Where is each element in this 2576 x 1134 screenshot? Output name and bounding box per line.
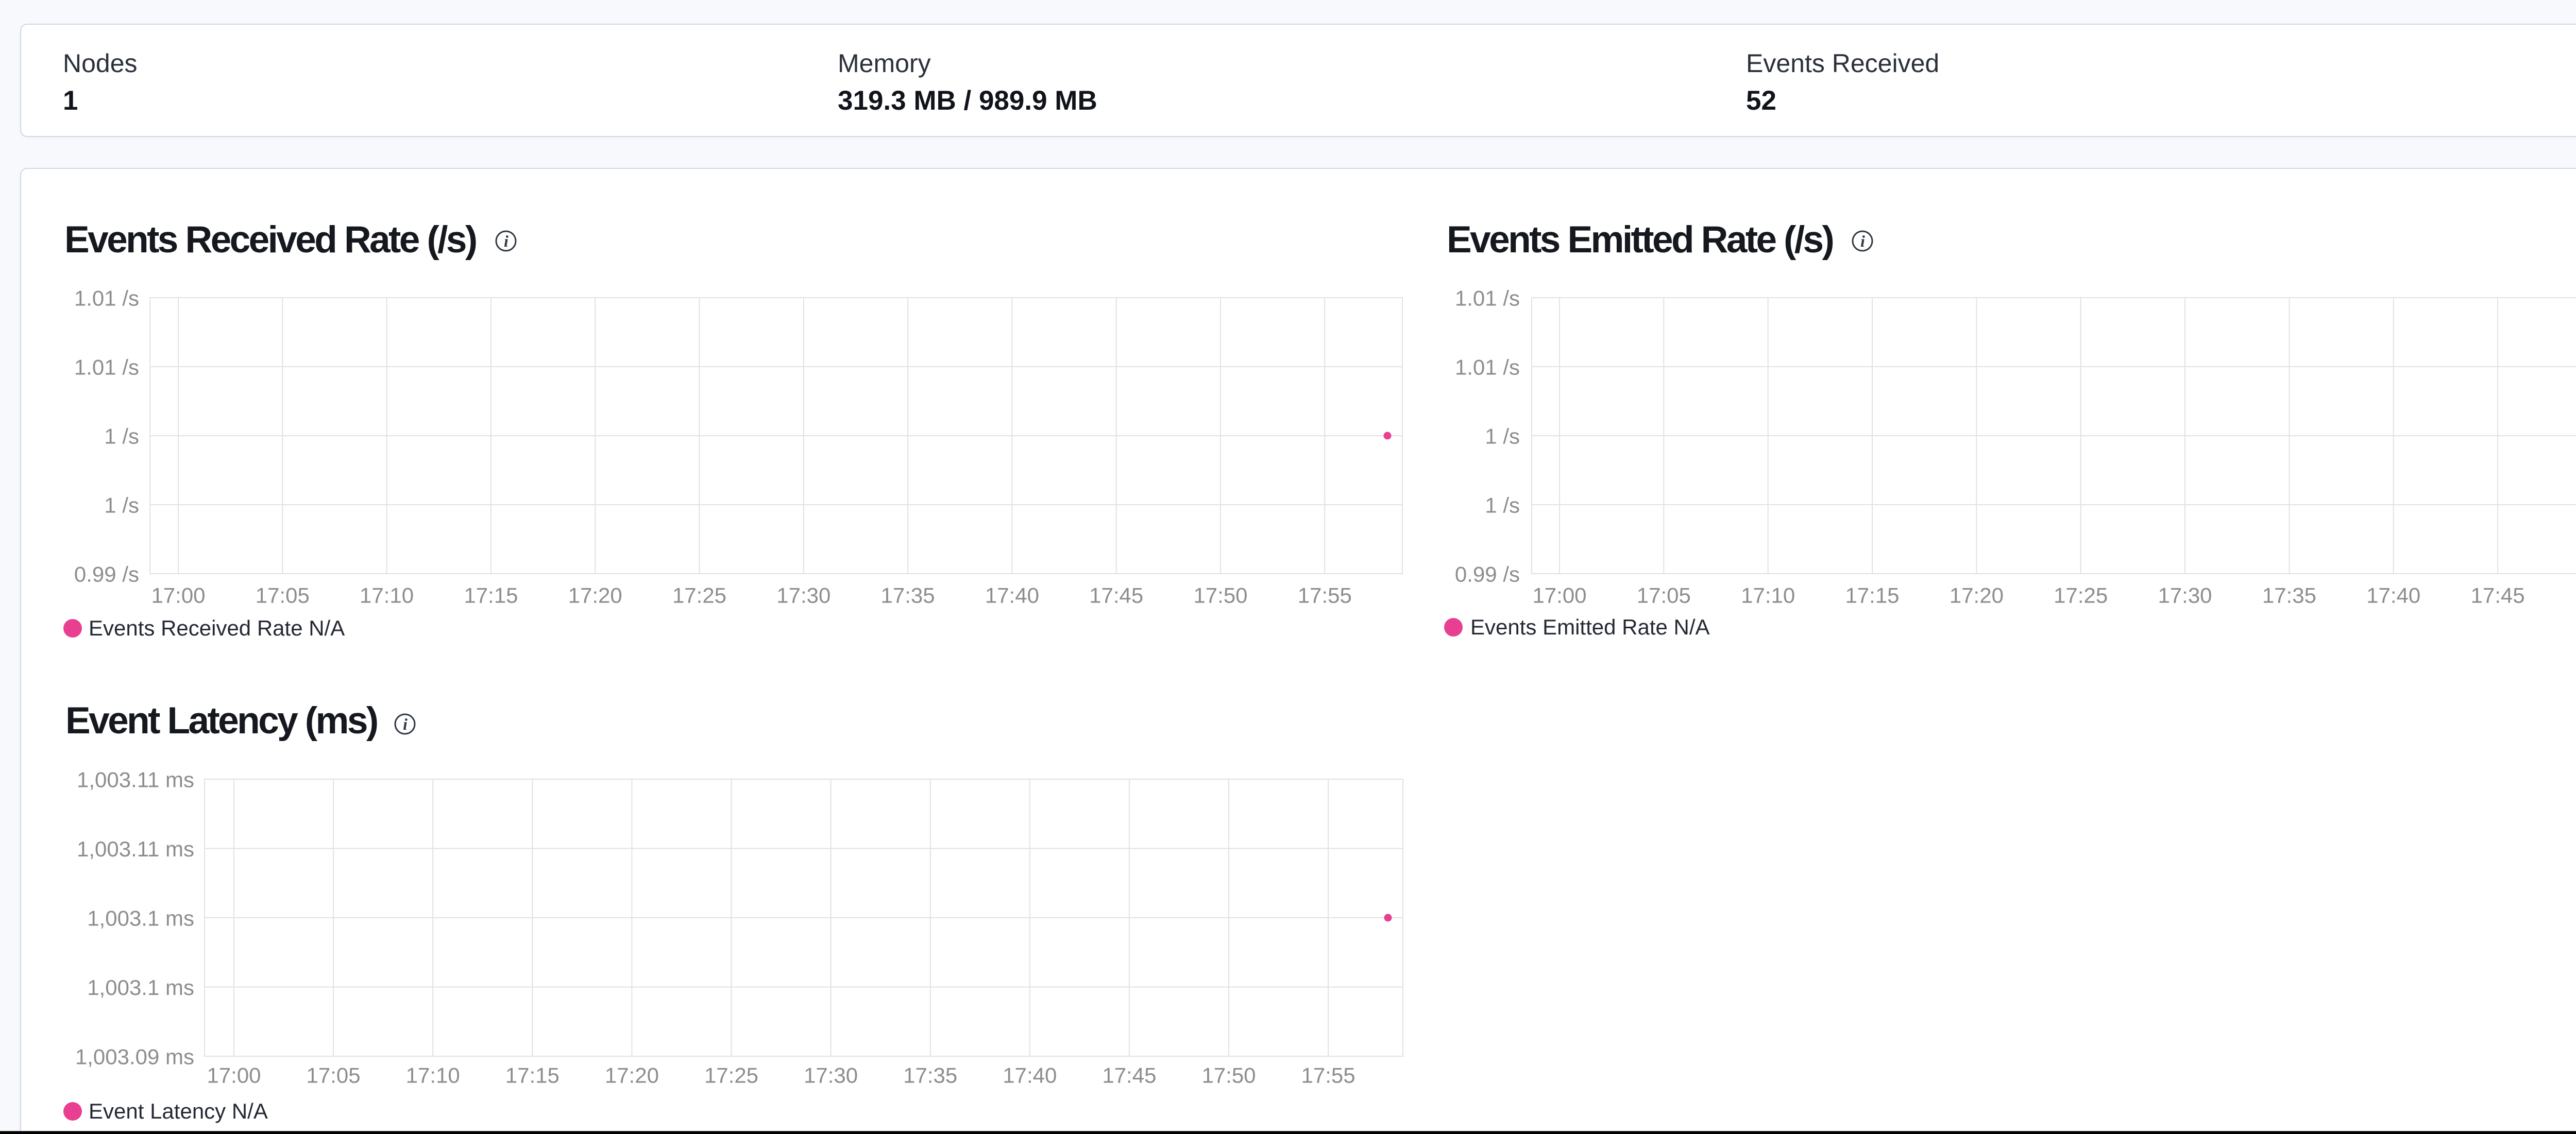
svg-text:1,003.09 ms: 1,003.09 ms [75,1045,194,1069]
svg-text:17:45: 17:45 [1089,583,1143,608]
svg-text:17:35: 17:35 [2262,583,2316,608]
svg-text:1,003.11 ms: 1,003.11 ms [77,768,194,792]
svg-text:17:40: 17:40 [1003,1063,1057,1088]
svg-text:17:30: 17:30 [2158,583,2212,608]
svg-text:17:00: 17:00 [1532,583,1586,608]
svg-text:17:45: 17:45 [1102,1063,1156,1088]
svg-text:17:15: 17:15 [1845,583,1899,608]
svg-text:1 /s: 1 /s [104,493,139,518]
svg-text:17:25: 17:25 [2054,583,2108,608]
svg-text:17:30: 17:30 [804,1063,858,1088]
svg-text:17:20: 17:20 [568,583,622,608]
svg-text:1.01 /s: 1.01 /s [1455,355,1520,380]
svg-text:17:00: 17:00 [207,1063,261,1088]
svg-text:17:35: 17:35 [903,1063,957,1088]
svg-text:17:05: 17:05 [307,1063,361,1088]
svg-text:1 /s: 1 /s [104,424,139,449]
svg-text:1,003.11 ms: 1,003.11 ms [77,837,194,861]
svg-text:1,003.1 ms: 1,003.1 ms [87,975,194,1000]
svg-text:0.99 /s: 0.99 /s [1455,562,1520,587]
svg-text:1,003.1 ms: 1,003.1 ms [87,906,194,931]
svg-text:i: i [1860,232,1865,250]
svg-text:17:15: 17:15 [505,1063,560,1088]
svg-text:17:50: 17:50 [1201,1063,1256,1088]
svg-text:17:15: 17:15 [464,583,518,608]
svg-text:1 /s: 1 /s [1485,424,1520,449]
svg-text:1.01 /s: 1.01 /s [74,355,139,380]
svg-text:17:55: 17:55 [1298,583,1352,608]
svg-text:17:25: 17:25 [704,1063,758,1088]
svg-text:17:55: 17:55 [1301,1063,1355,1088]
svg-text:0.99 /s: 0.99 /s [74,562,139,587]
svg-text:17:40: 17:40 [2366,583,2420,608]
svg-text:17:10: 17:10 [1741,583,1795,608]
svg-text:17:50: 17:50 [1193,583,1247,608]
svg-text:17:30: 17:30 [776,583,831,608]
svg-text:17:00: 17:00 [151,583,205,608]
svg-text:17:05: 17:05 [1637,583,1691,608]
svg-text:i: i [504,232,509,250]
svg-text:17:20: 17:20 [605,1063,659,1088]
svg-text:17:25: 17:25 [672,583,726,608]
svg-text:1.01 /s: 1.01 /s [1455,286,1520,311]
svg-text:17:35: 17:35 [881,583,935,608]
svg-text:i: i [403,715,408,733]
svg-text:1.01 /s: 1.01 /s [74,286,139,311]
svg-text:17:50: 17:50 [2575,583,2576,608]
svg-text:17:20: 17:20 [1950,583,2004,608]
svg-text:17:10: 17:10 [360,583,414,608]
svg-text:17:45: 17:45 [2471,583,2525,608]
svg-text:17:40: 17:40 [985,583,1039,608]
svg-text:17:10: 17:10 [406,1063,460,1088]
svg-text:17:05: 17:05 [256,583,310,608]
svg-text:1 /s: 1 /s [1485,493,1520,518]
